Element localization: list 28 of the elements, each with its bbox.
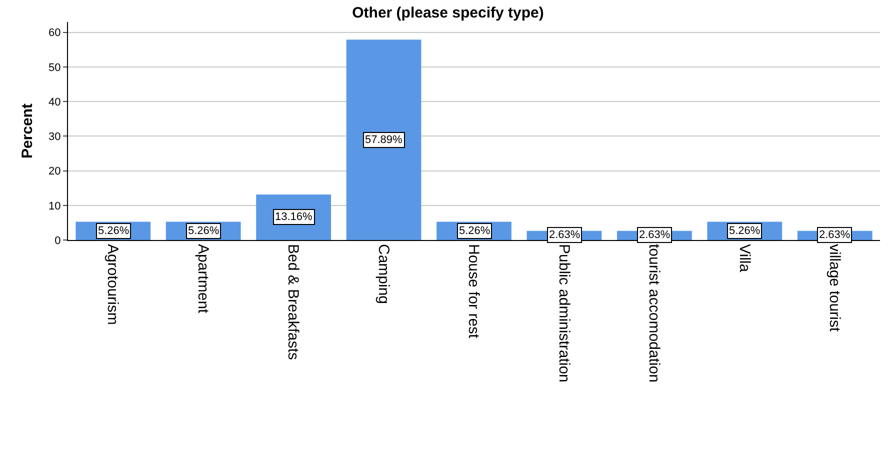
- data-label: 5.26%: [98, 225, 130, 237]
- data-label: 2.63%: [549, 229, 580, 241]
- chart-title: Other (please specify type): [352, 4, 544, 22]
- data-label: 57.89%: [365, 134, 403, 146]
- y-tick-label: 20: [48, 166, 61, 178]
- x-tick-label: Bed & Breakfasts: [284, 244, 302, 360]
- data-label: 13.16%: [275, 211, 313, 223]
- x-tick-label: Villa: [736, 244, 753, 273]
- y-tick-label: 0: [54, 234, 61, 247]
- x-tick-label: tourist accomodation: [646, 244, 663, 382]
- data-label: 2.63%: [639, 229, 670, 241]
- x-tick-label: Camping: [374, 244, 392, 304]
- y-axis-title: Percent: [18, 103, 36, 159]
- y-tick-label: 30: [48, 131, 61, 144]
- x-tick-label: House for rest: [465, 244, 482, 340]
- x-tick-label: Agrotourism: [104, 244, 122, 325]
- y-tick-label: 50: [48, 62, 61, 74]
- x-tick-label: Public administration: [555, 244, 572, 382]
- data-label: 5.26%: [188, 225, 220, 237]
- x-tick-label: village tourist: [826, 244, 844, 332]
- y-tick-label: 40: [48, 96, 61, 108]
- data-label: 2.63%: [819, 229, 850, 241]
- data-label: 5.26%: [459, 225, 490, 237]
- y-tick-label: 60: [48, 27, 61, 40]
- data-label: 5.26%: [729, 225, 760, 237]
- bar: [346, 40, 422, 240]
- x-tick-label: Apartment: [194, 244, 212, 314]
- y-tick-label: 10: [48, 200, 61, 212]
